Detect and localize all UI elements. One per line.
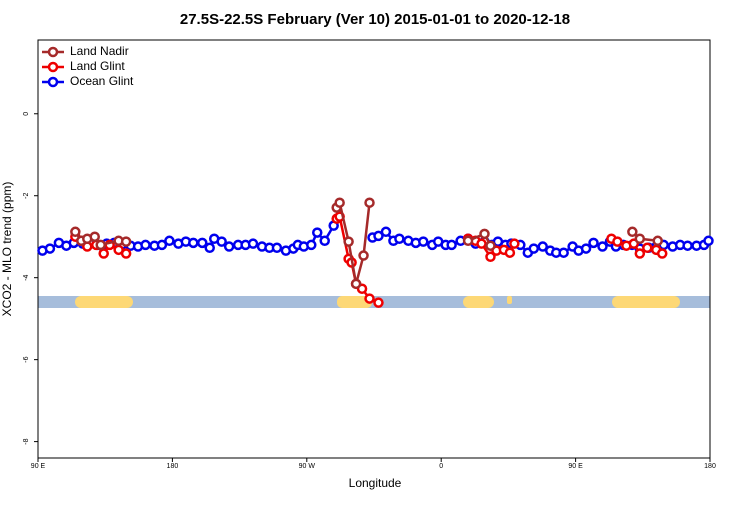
point bbox=[462, 235, 474, 247]
point bbox=[140, 239, 151, 251]
x-tick-label: 90 E bbox=[31, 463, 46, 470]
point bbox=[682, 240, 693, 251]
point bbox=[89, 231, 100, 242]
x-tick-label: 180 bbox=[167, 463, 179, 470]
point bbox=[70, 226, 81, 238]
chart-title: 27.5S-22.5S February (Ver 10) 2015-01-01… bbox=[180, 11, 570, 28]
point bbox=[627, 226, 638, 238]
point bbox=[306, 239, 317, 251]
point bbox=[652, 235, 663, 247]
land-patch bbox=[612, 296, 680, 308]
point bbox=[634, 233, 646, 245]
point bbox=[188, 237, 199, 249]
point bbox=[528, 243, 540, 254]
y-tick-label: -6 bbox=[23, 356, 30, 362]
point bbox=[597, 241, 608, 252]
legend-label: Ocean Glint bbox=[70, 74, 134, 88]
point bbox=[364, 293, 375, 304]
point bbox=[364, 197, 375, 208]
point bbox=[216, 236, 227, 247]
y-axis-label: XCO2 - MLO trend (ppm) bbox=[0, 182, 14, 317]
point bbox=[358, 250, 369, 261]
y-tick-label: -4 bbox=[23, 274, 30, 280]
point bbox=[537, 241, 548, 252]
point bbox=[446, 239, 457, 251]
point bbox=[703, 235, 714, 247]
point bbox=[319, 235, 330, 247]
point bbox=[343, 236, 354, 247]
legend-label: Land Nadir bbox=[70, 44, 129, 58]
land-patch bbox=[507, 296, 512, 304]
x-tick-label: 0 bbox=[439, 463, 443, 470]
point bbox=[373, 297, 384, 308]
point bbox=[612, 236, 623, 247]
point bbox=[373, 230, 384, 242]
x-axis-label: Longitude bbox=[349, 476, 402, 490]
y-tick-label: -2 bbox=[23, 193, 30, 199]
point bbox=[634, 248, 646, 259]
point bbox=[558, 247, 569, 258]
legend-marker bbox=[47, 61, 59, 73]
x-tick-label: 90 E bbox=[568, 463, 583, 470]
land-patch bbox=[463, 296, 494, 308]
point bbox=[223, 241, 235, 252]
point bbox=[580, 243, 592, 254]
y-tick-label: -8 bbox=[23, 438, 30, 444]
point bbox=[509, 238, 520, 249]
point bbox=[95, 239, 106, 251]
x-tick-label: 180 bbox=[704, 463, 716, 470]
point bbox=[350, 278, 362, 290]
legend-label: Land Glint bbox=[70, 59, 125, 73]
point bbox=[197, 237, 208, 249]
y-tick-label: 0 bbox=[23, 112, 30, 116]
point bbox=[476, 238, 487, 249]
point bbox=[485, 251, 496, 263]
point bbox=[504, 247, 516, 258]
point bbox=[485, 240, 496, 251]
point bbox=[312, 227, 323, 238]
legend-marker bbox=[47, 76, 59, 88]
point bbox=[588, 237, 599, 249]
point bbox=[418, 236, 429, 247]
point bbox=[656, 248, 668, 259]
legend-marker bbox=[47, 46, 59, 58]
point bbox=[479, 228, 490, 240]
point bbox=[120, 248, 132, 259]
point bbox=[334, 197, 345, 208]
point bbox=[98, 248, 109, 259]
point bbox=[120, 236, 132, 247]
point bbox=[271, 242, 283, 254]
land-patch bbox=[337, 296, 372, 308]
point bbox=[164, 235, 175, 247]
point bbox=[44, 243, 56, 254]
point bbox=[642, 242, 653, 254]
point bbox=[204, 242, 215, 254]
point bbox=[247, 238, 259, 249]
land-patch bbox=[75, 296, 133, 308]
point bbox=[380, 226, 392, 238]
point bbox=[156, 239, 168, 251]
x-tick-label: 90 W bbox=[299, 463, 316, 470]
point bbox=[394, 233, 405, 245]
